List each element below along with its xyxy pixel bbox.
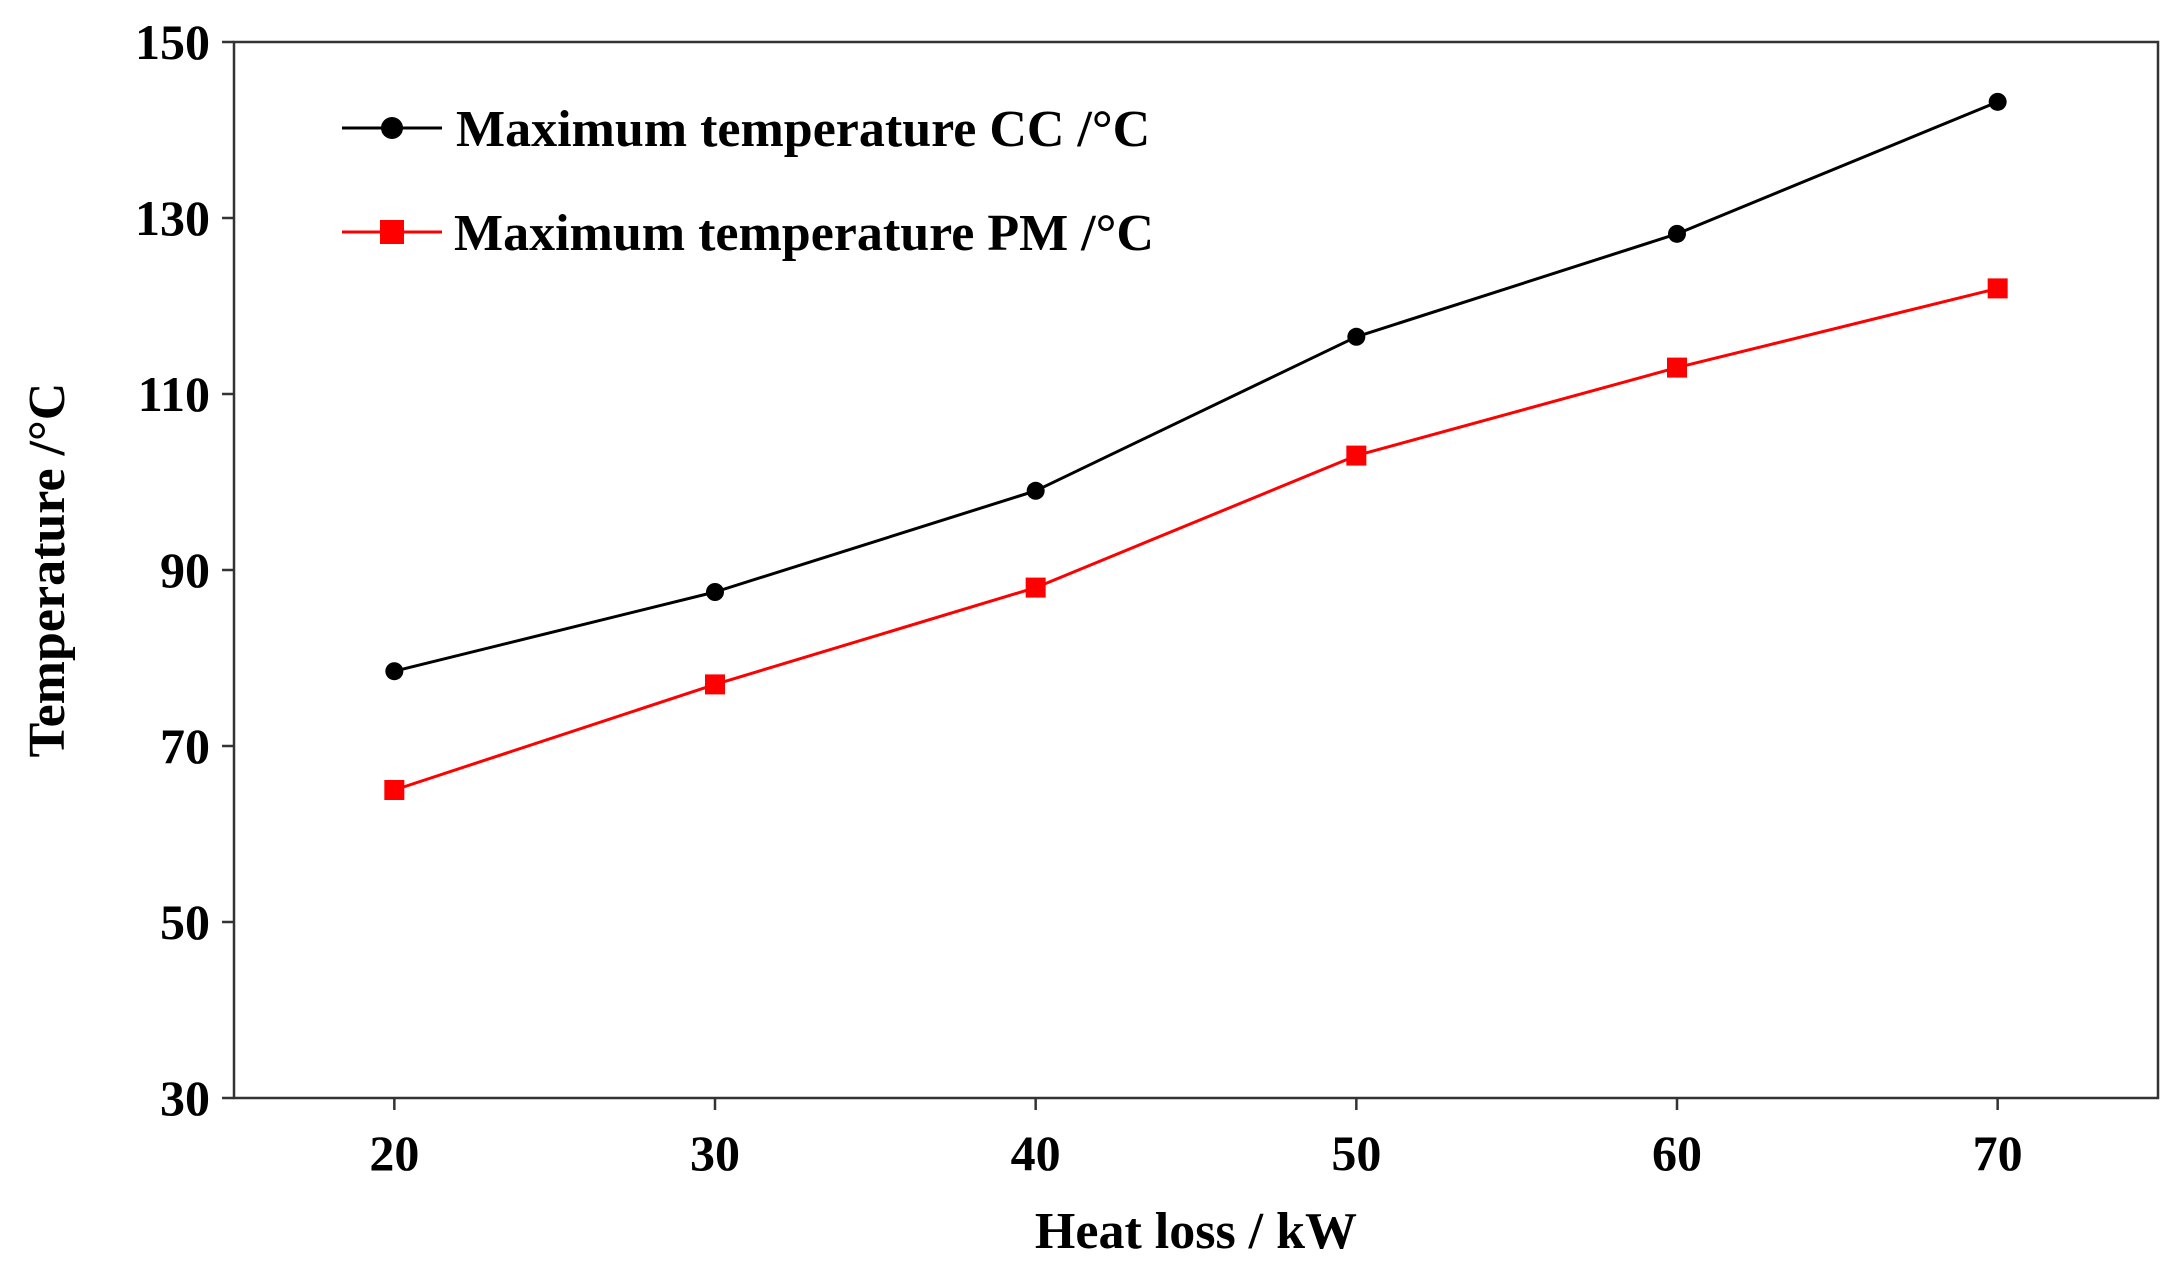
data-point-pm xyxy=(1025,577,1046,598)
data-point-cc xyxy=(706,583,724,601)
series-line-pm xyxy=(393,286,1999,792)
series-group xyxy=(384,92,2008,800)
y-tick-label: 50 xyxy=(160,894,210,950)
legend-label-pm: Maximum temperature PM /°C xyxy=(454,205,1154,262)
data-point-cc xyxy=(385,662,404,681)
legend-marker-cc xyxy=(381,117,403,139)
series-line-cc xyxy=(393,100,1999,673)
data-point-pm xyxy=(1667,357,1687,378)
plot-area-frame xyxy=(232,40,2160,1100)
data-point-pm xyxy=(1346,445,1367,466)
data-point-pm xyxy=(1987,278,2008,299)
y-tick-label: 150 xyxy=(135,14,210,70)
legend: Maximum temperature CC /°C Maximum tempe… xyxy=(342,101,1154,262)
x-axis-ticks: 20 30 40 50 60 70 xyxy=(369,1098,2023,1181)
legend-label-cc: Maximum temperature CC /°C xyxy=(456,101,1150,158)
y-axis-title: Temperature /°C xyxy=(19,383,76,758)
y-tick-label: 130 xyxy=(135,190,210,246)
y-tick-label: 30 xyxy=(160,1070,210,1126)
y-axis-ticks: 30 50 70 90 110 130 150 xyxy=(135,14,234,1126)
y-tick-label: 110 xyxy=(138,366,210,422)
x-tick-label: 50 xyxy=(1331,1125,1381,1181)
data-point-cc xyxy=(1026,481,1045,500)
x-axis-title: Heat loss / kW xyxy=(1035,1203,1357,1260)
x-tick-label: 20 xyxy=(369,1125,419,1181)
y-tick-label: 70 xyxy=(160,718,210,774)
data-point-pm xyxy=(705,674,725,695)
legend-item-cc: Maximum temperature CC /°C xyxy=(342,101,1150,158)
data-point-cc xyxy=(1988,92,2007,111)
legend-marker-pm xyxy=(380,220,404,244)
legend-item-pm: Maximum temperature PM /°C xyxy=(342,205,1154,262)
y-tick-label: 90 xyxy=(160,542,210,598)
x-tick-label: 30 xyxy=(690,1125,740,1181)
x-tick-label: 40 xyxy=(1011,1125,1061,1181)
data-point-cc xyxy=(1668,224,1686,243)
data-point-cc xyxy=(1347,327,1366,346)
data-point-pm xyxy=(384,780,405,800)
x-tick-label: 70 xyxy=(1973,1125,2023,1181)
x-tick-label: 60 xyxy=(1652,1125,1702,1181)
